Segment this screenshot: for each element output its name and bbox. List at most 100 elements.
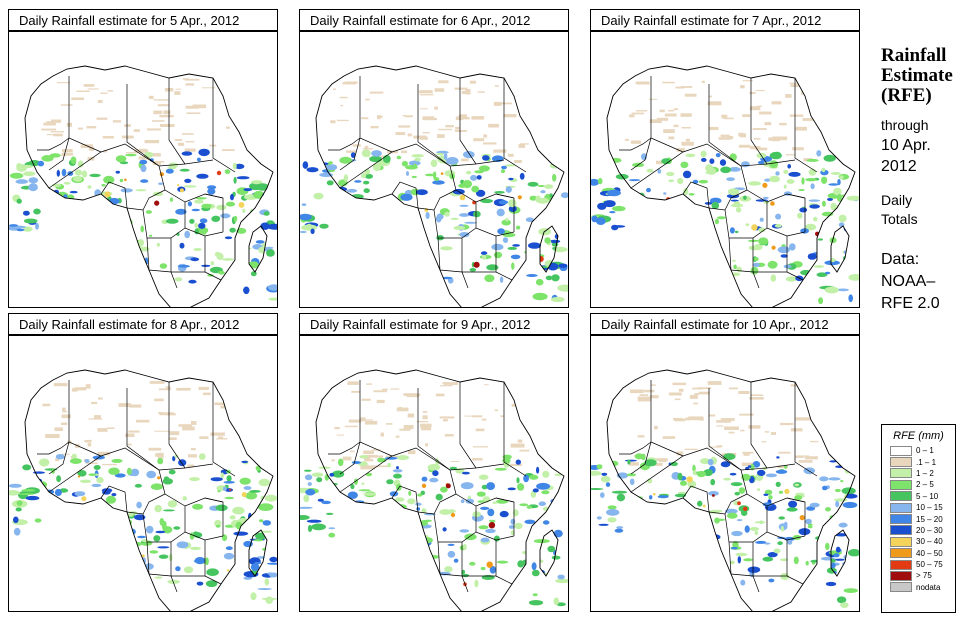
rain-cell (644, 236, 650, 240)
rain-cell (36, 277, 43, 285)
rain-cell (52, 557, 61, 562)
rain-cell (84, 459, 90, 463)
rain-cell (790, 384, 799, 387)
rain-cell (617, 483, 623, 486)
rain-cell (169, 431, 180, 436)
rain-cell (596, 516, 602, 520)
rain-cell (447, 550, 456, 558)
rain-cell (510, 443, 525, 448)
rain-cell (215, 504, 228, 512)
rain-cell (445, 483, 451, 489)
rain-cell (735, 552, 748, 557)
rain-cell (333, 250, 341, 258)
rain-cell (502, 237, 509, 244)
rain-cell (351, 567, 361, 574)
rain-cell (57, 274, 61, 279)
rain-cell (702, 504, 706, 508)
rain-cell (555, 578, 568, 584)
rain-cell (697, 530, 701, 538)
rain-cell (256, 183, 270, 191)
rain-cell (531, 562, 537, 571)
rain-cell (61, 414, 71, 419)
rain-cell (344, 276, 357, 280)
rain-cell (824, 260, 840, 266)
rain-cell (152, 161, 161, 166)
rain-cell (469, 80, 476, 84)
rain-cell (775, 171, 780, 176)
rain-cell (250, 592, 257, 601)
rain-cell (410, 549, 418, 555)
country-border (417, 84, 451, 167)
rain-cell (376, 115, 383, 118)
rain-cell (673, 573, 685, 581)
rain-cell (140, 164, 147, 173)
rain-cell (177, 264, 190, 268)
rain-cell (708, 491, 719, 496)
rain-cell (668, 109, 675, 112)
rain-cell (412, 531, 417, 535)
rain-cell (421, 476, 428, 482)
rain-cell (674, 226, 682, 231)
country-border (619, 441, 652, 455)
rain-cell (106, 559, 118, 567)
rain-cell (43, 543, 51, 550)
rain-cell (175, 566, 181, 572)
rain-cell (154, 576, 163, 579)
rain-cell (26, 532, 32, 539)
ocean-rain-layer (9, 464, 277, 604)
rain-cell (87, 582, 97, 586)
rain-cell (822, 485, 828, 491)
rain-cell (732, 259, 736, 262)
rain-cell (91, 203, 99, 209)
rain-cell (95, 561, 104, 567)
rain-cell (458, 183, 467, 188)
rain-cell (354, 180, 362, 183)
country-border (37, 441, 70, 455)
rain-cell (663, 192, 667, 195)
country-border (142, 209, 224, 239)
rain-cell (359, 560, 365, 568)
rain-cell (754, 521, 766, 524)
rain-cell (670, 558, 673, 562)
rain-cell (844, 493, 858, 499)
rain-cell (681, 141, 694, 146)
rain-cell (333, 266, 338, 272)
rain-cell (664, 113, 677, 117)
rain-cell (226, 569, 230, 572)
rain-cell (88, 418, 103, 420)
rain-cell (328, 527, 336, 530)
rain-cell (843, 588, 858, 593)
rain-cell (260, 530, 272, 533)
rain-cell (357, 545, 368, 549)
rain-cell (635, 110, 648, 112)
rain-cell (107, 90, 114, 92)
rain-cell (728, 167, 741, 172)
legend-label: .1 – 1 (916, 457, 937, 467)
rain-cell (631, 112, 645, 115)
rain-cell (352, 257, 360, 263)
rain-cell (127, 562, 140, 569)
rain-cell (39, 228, 50, 231)
rain-cell (370, 126, 379, 129)
rain-cell (57, 551, 63, 558)
rain-cell (656, 117, 669, 121)
rain-cell (461, 569, 465, 575)
rain-cell (378, 236, 385, 241)
rain-cell (560, 192, 568, 199)
rain-cell (494, 467, 507, 471)
rain-cell (341, 556, 345, 564)
rain-cell (39, 458, 50, 467)
rain-cell (245, 491, 258, 500)
rain-cell (111, 566, 125, 570)
rain-cell (159, 263, 168, 269)
rain-cell (268, 284, 277, 291)
rain-cell (529, 474, 539, 480)
legend-swatch (890, 445, 912, 456)
rain-cell (157, 454, 164, 459)
rain-cell (352, 550, 356, 554)
rain-cell (685, 246, 694, 254)
rain-cell (701, 80, 705, 83)
rain-cell (360, 465, 376, 470)
rain-cell (425, 212, 430, 219)
rain-cell (178, 459, 187, 467)
